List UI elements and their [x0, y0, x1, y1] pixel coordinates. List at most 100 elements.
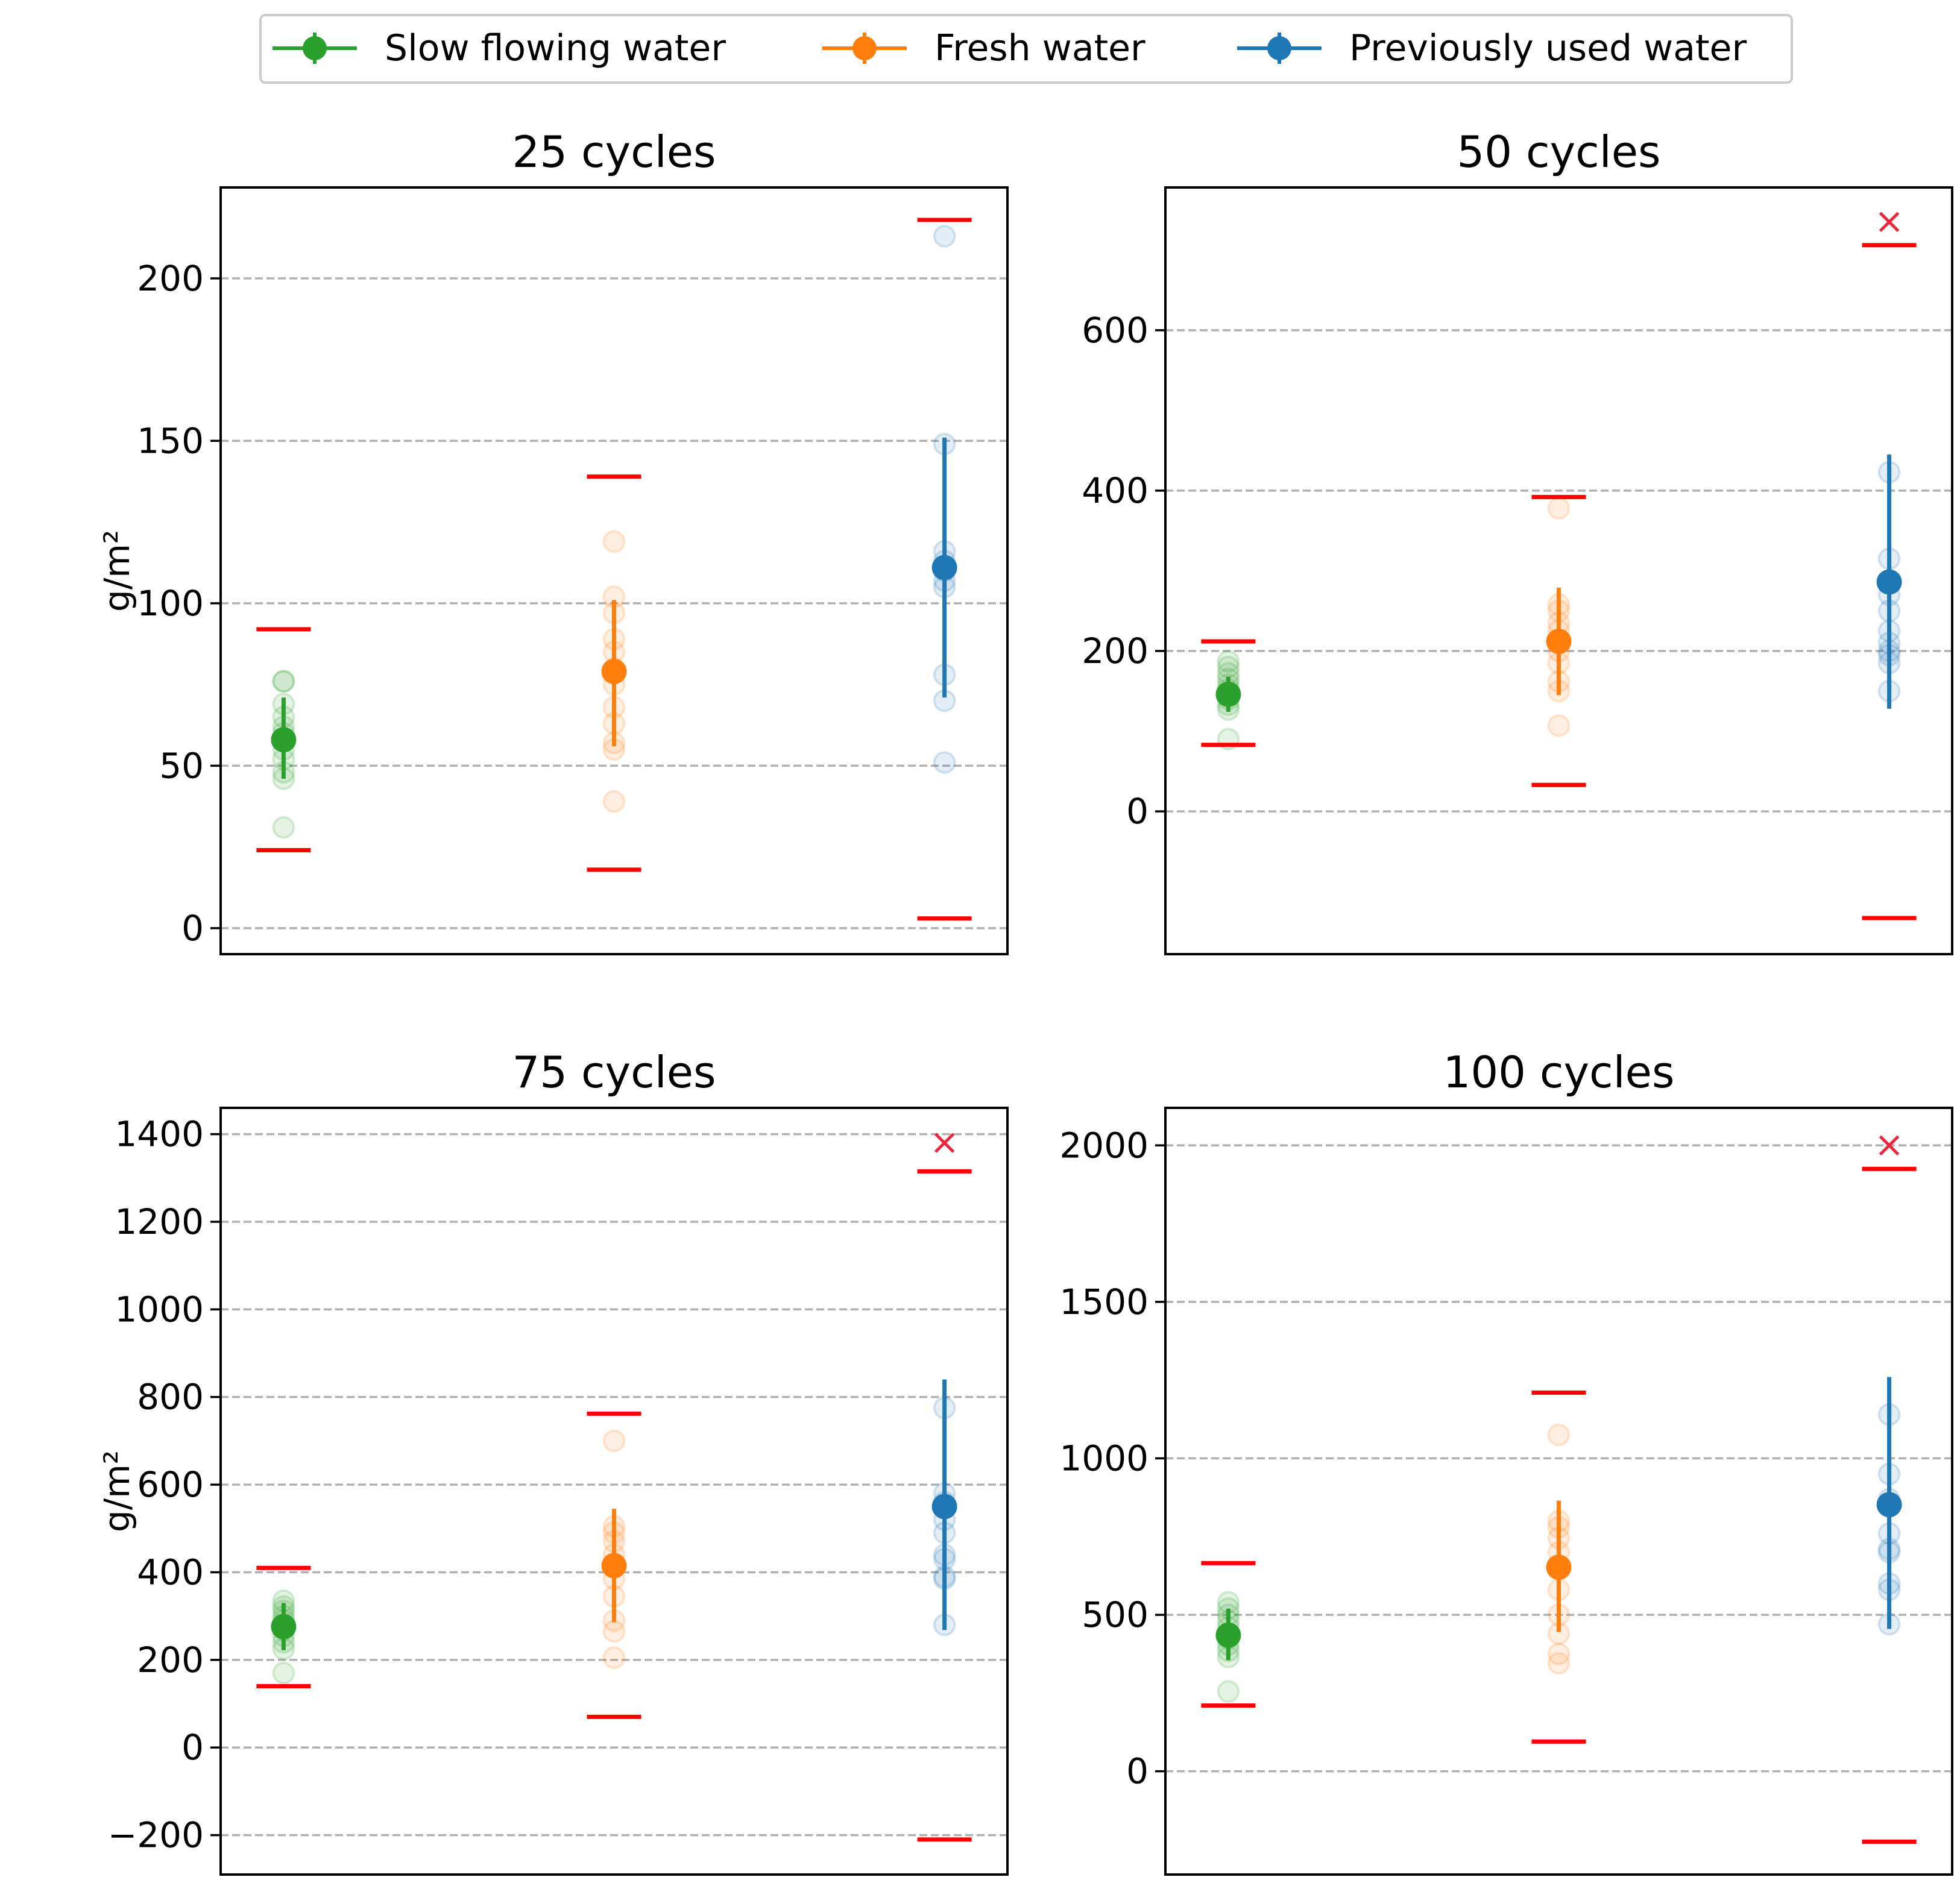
y-axis: 0 50 100 150 200 g/m² [96, 258, 221, 949]
sample-point [602, 530, 626, 553]
sample-point [272, 670, 295, 693]
gridlines [1165, 329, 1952, 813]
y-tick-label: 0 [1126, 1751, 1149, 1792]
y-tick-label: 1000 [115, 1289, 204, 1330]
legend-label-used: Previously used water [1349, 27, 1747, 69]
y-axis: −200 0 200 400 600 800 1000 1200 1400 g/m² [96, 1114, 221, 1856]
series-slow [1201, 1561, 1256, 1708]
series-fresh [1531, 1390, 1586, 1744]
y-tick-label: 0 [1126, 791, 1149, 832]
y-tick-label: 400 [137, 1551, 204, 1592]
y-tick-label: 600 [137, 1464, 204, 1505]
outlier-stroke [1879, 212, 1900, 232]
sample-point [1547, 497, 1571, 520]
gridlines [221, 277, 1007, 929]
legend-marker-used [1267, 36, 1291, 60]
panel-title: 75 cycles [512, 1047, 716, 1098]
chart-panels: 0 50 100 150 200 g/m² 25 cycles 0 200 400 600 50 cy… [96, 127, 1953, 1876]
y-tick-label: 0 [181, 908, 204, 949]
y-tick-label: 1500 [1059, 1281, 1149, 1322]
series-fresh [587, 1411, 641, 1719]
mean-point [601, 659, 627, 685]
y-axis-label: g/m² [96, 1450, 137, 1532]
sample-point [1547, 1423, 1571, 1447]
mean-point [1546, 629, 1572, 655]
axes-frame [219, 186, 1009, 955]
outlier-marker [934, 1133, 955, 1153]
panel-title: 25 cycles [512, 127, 716, 177]
panel-title: 50 cycles [1457, 127, 1660, 177]
y-tick-label: 100 [137, 583, 204, 624]
series-fresh [587, 474, 641, 872]
panel-1: 0 50 100 150 200 g/m² 25 cycles [96, 127, 1009, 955]
series-used [1862, 212, 1917, 920]
legend-label-slow: Slow flowing water [385, 27, 726, 69]
mean-point [1546, 1554, 1572, 1580]
y-tick-label: 50 [159, 745, 204, 786]
panel-4: 0 500 1000 1500 2000 100 cycles [1059, 1047, 1953, 1876]
plot-area [256, 1133, 972, 1842]
sample-point [602, 1429, 626, 1453]
y-tick-label: 500 [1082, 1594, 1149, 1635]
legend-entry-fresh: Fresh water [822, 27, 1145, 69]
legend-entry-slow: Slow flowing water [273, 27, 726, 69]
y-tick-label: −200 [108, 1815, 204, 1856]
legend: Slow flowing water Fresh water Previously … [259, 14, 1793, 84]
outlier-marker [1879, 1135, 1900, 1156]
axes-frame [219, 1107, 1009, 1876]
mean-point [271, 1614, 297, 1639]
y-tick-label: 150 [137, 420, 204, 461]
y-axis-label: g/m² [96, 530, 137, 612]
series-slow [256, 627, 311, 853]
legend-label-fresh: Fresh water [934, 27, 1145, 69]
sample-point [602, 1646, 626, 1670]
legend-frame [259, 14, 1793, 84]
sample-point [933, 224, 956, 248]
outlier-stroke [1879, 1135, 1900, 1156]
series-used [917, 1133, 972, 1842]
sample-point [1547, 714, 1571, 737]
sample-point [933, 751, 956, 774]
legend-marker-slow [303, 36, 327, 60]
series-slow [1201, 639, 1256, 751]
y-tick-label: 400 [1082, 470, 1149, 511]
y-tick-label: 2000 [1059, 1125, 1149, 1166]
sample-point [1217, 650, 1240, 673]
sample-point [272, 670, 295, 693]
sample-point [1547, 1642, 1571, 1665]
series-fresh [1531, 495, 1586, 787]
sample-point [602, 790, 626, 813]
mean-point [1215, 1622, 1241, 1648]
sample-point [272, 816, 295, 839]
legend-marker-fresh [852, 36, 877, 60]
mean-point [931, 555, 957, 580]
series-slow [256, 1565, 311, 1688]
sample-point [1547, 1652, 1571, 1675]
y-tick-label: 1000 [1059, 1438, 1149, 1479]
mean-point [601, 1553, 627, 1579]
plot-area [1201, 212, 1917, 920]
series-used [917, 218, 972, 921]
gridlines [1165, 1144, 1952, 1773]
outlier-marker [1879, 212, 1900, 232]
axes-frame [1164, 1107, 1953, 1876]
legend-entry-used: Previously used water [1237, 27, 1747, 69]
y-tick-label: 200 [137, 258, 204, 299]
y-tick-label: 1200 [115, 1201, 204, 1242]
sample-point [272, 1661, 295, 1685]
y-tick-label: 1400 [115, 1114, 204, 1155]
y-tick-label: 600 [1082, 310, 1149, 351]
mean-point [931, 1494, 957, 1520]
axes-frame [1164, 186, 1953, 955]
y-tick-label: 200 [137, 1639, 204, 1680]
mean-point [1876, 569, 1902, 595]
y-axis: 0 500 1000 1500 2000 [1059, 1125, 1165, 1792]
mean-point [1876, 1492, 1902, 1518]
series-used [1862, 1135, 1917, 1844]
sample-point [1217, 1680, 1240, 1703]
y-axis: 0 200 400 600 [1082, 310, 1165, 832]
plot-area [1201, 1135, 1917, 1844]
y-tick-label: 0 [181, 1727, 204, 1768]
gridlines [221, 1133, 1007, 1837]
